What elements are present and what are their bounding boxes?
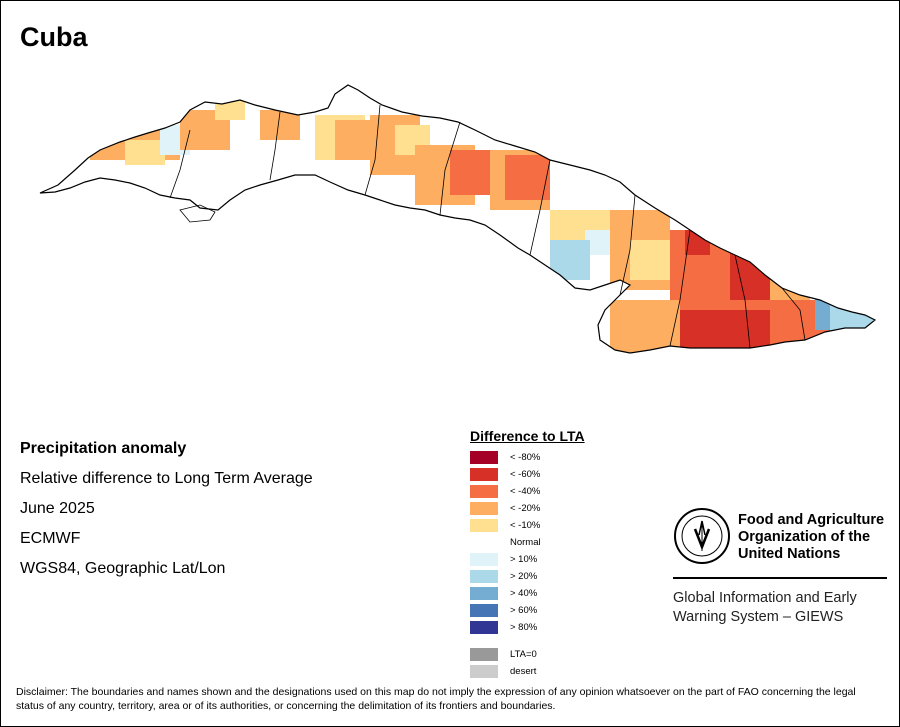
legend-swatch	[470, 587, 498, 600]
legend-gap	[470, 636, 585, 646]
legend-item: > 80%	[470, 619, 585, 636]
legend-label: < -40%	[510, 486, 541, 497]
legend-item: Normal	[470, 534, 585, 551]
legend-swatch	[470, 665, 498, 678]
legend-swatch	[470, 536, 498, 549]
legend-item: < -20%	[470, 500, 585, 517]
legend-swatch	[470, 553, 498, 566]
disclaimer: Disclaimer: The boundaries and names sho…	[16, 686, 856, 712]
legend-item: < -80%	[470, 449, 585, 466]
info-projection: WGS84, Geographic Lat/Lon	[20, 560, 226, 577]
org-name: Food and Agriculture Organization of the…	[738, 512, 884, 563]
legend-label: < -60%	[510, 469, 541, 480]
system-name: Global Information and Early Warning Sys…	[673, 589, 857, 627]
legend-label: < -10%	[510, 520, 541, 531]
legend-label: > 20%	[510, 571, 538, 582]
legend-swatch	[470, 502, 498, 515]
legend-item: LTA=0	[470, 646, 585, 663]
legend-item: desert	[470, 663, 585, 680]
org-name-line: Organization of the	[738, 529, 871, 545]
province-boundaries	[169, 104, 806, 349]
legend: Difference to LTA < -80% < -60% < -40% < -2…	[470, 428, 585, 680]
system-name-line: Warning System – GIEWS	[673, 609, 844, 625]
isle-of-youth	[179, 204, 216, 223]
legend-item: < -60%	[470, 466, 585, 483]
legend-items: < -80% < -60% < -40% < -20% < -10% Normal > 10…	[470, 449, 585, 680]
info-heading: Precipitation anomaly	[20, 440, 187, 457]
legend-label: desert	[510, 666, 537, 677]
legend-label: < -20%	[510, 503, 541, 514]
anomaly-map	[39, 84, 876, 354]
legend-swatch	[470, 621, 498, 634]
legend-swatch	[470, 519, 498, 532]
legend-swatch	[470, 604, 498, 617]
fao-logo	[674, 508, 730, 564]
map-title: Cuba	[20, 22, 88, 52]
info-date: June 2025	[20, 500, 95, 517]
legend-swatch	[470, 570, 498, 583]
info-line: Relative difference to Long Term Average	[20, 470, 313, 487]
legend-label: > 80%	[510, 622, 538, 633]
legend-swatch	[470, 468, 498, 481]
legend-label: > 40%	[510, 588, 538, 599]
legend-item: > 40%	[470, 585, 585, 602]
org-name-line: Food and Agriculture	[738, 512, 885, 528]
system-name-line: Global Information and Early	[673, 590, 857, 606]
legend-label: > 10%	[510, 554, 538, 565]
legend-item: > 10%	[470, 551, 585, 568]
legend-item: > 20%	[470, 568, 585, 585]
legend-swatch	[470, 451, 498, 464]
divider	[673, 577, 887, 579]
legend-label: > 60%	[510, 605, 538, 616]
org-name-line: United Nations	[738, 546, 841, 562]
legend-swatch	[470, 485, 498, 498]
legend-item: > 60%	[470, 602, 585, 619]
info-source: ECMWF	[20, 530, 81, 547]
legend-title: Difference to LTA	[470, 428, 585, 444]
legend-label: Normal	[510, 537, 541, 548]
legend-item: < -10%	[470, 517, 585, 534]
map-info: Precipitation anomaly Relative differenc…	[20, 434, 313, 584]
legend-label: LTA=0	[510, 649, 537, 660]
legend-label: < -80%	[510, 452, 541, 463]
legend-item: < -40%	[470, 483, 585, 500]
legend-swatch	[470, 648, 498, 661]
